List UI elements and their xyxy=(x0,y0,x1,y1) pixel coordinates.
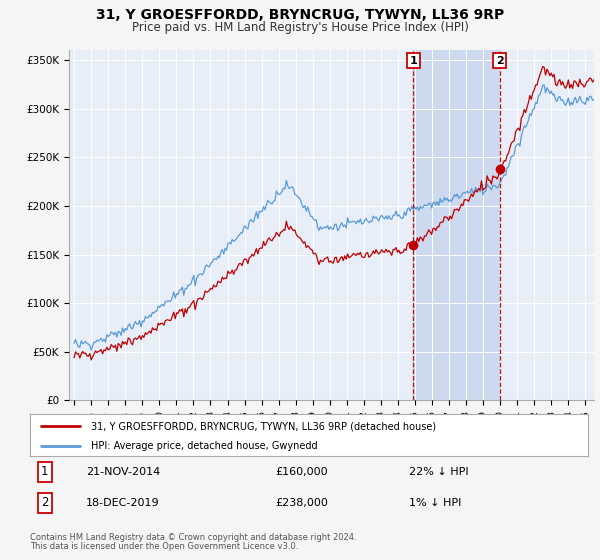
Text: 1% ↓ HPI: 1% ↓ HPI xyxy=(409,498,462,507)
Text: HPI: Average price, detached house, Gwynedd: HPI: Average price, detached house, Gwyn… xyxy=(91,441,318,451)
Text: £160,000: £160,000 xyxy=(275,467,328,477)
Text: This data is licensed under the Open Government Licence v3.0.: This data is licensed under the Open Gov… xyxy=(30,542,298,551)
Text: 18-DEC-2019: 18-DEC-2019 xyxy=(86,498,160,507)
Text: 31, Y GROESFFORDD, BRYNCRUG, TYWYN, LL36 9RP: 31, Y GROESFFORDD, BRYNCRUG, TYWYN, LL36… xyxy=(96,8,504,22)
Text: 2: 2 xyxy=(41,496,49,509)
Text: 1: 1 xyxy=(41,465,49,478)
Text: 21-NOV-2014: 21-NOV-2014 xyxy=(86,467,160,477)
Text: £238,000: £238,000 xyxy=(275,498,328,507)
Text: 22% ↓ HPI: 22% ↓ HPI xyxy=(409,467,469,477)
Text: 2: 2 xyxy=(496,55,503,66)
Text: Price paid vs. HM Land Registry's House Price Index (HPI): Price paid vs. HM Land Registry's House … xyxy=(131,21,469,34)
Text: Contains HM Land Registry data © Crown copyright and database right 2024.: Contains HM Land Registry data © Crown c… xyxy=(30,533,356,542)
Text: 31, Y GROESFFORDD, BRYNCRUG, TYWYN, LL36 9RP (detached house): 31, Y GROESFFORDD, BRYNCRUG, TYWYN, LL36… xyxy=(91,421,437,431)
Text: 1: 1 xyxy=(409,55,417,66)
Bar xyxy=(413,50,500,400)
